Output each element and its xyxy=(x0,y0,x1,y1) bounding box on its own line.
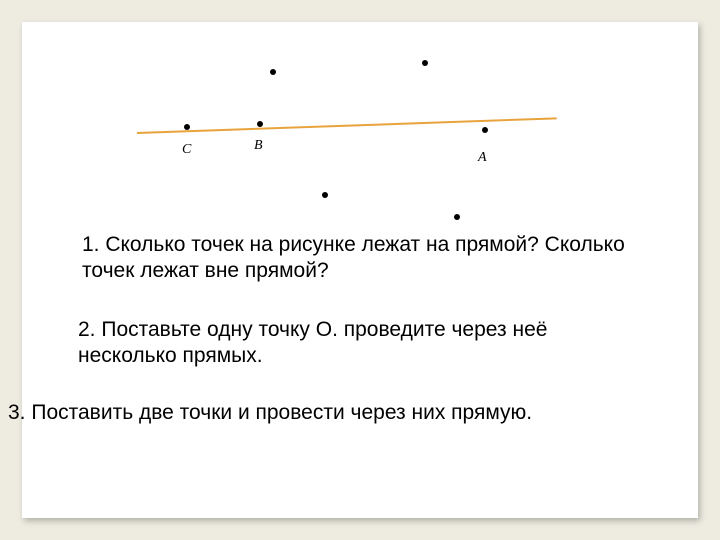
dot-c xyxy=(184,124,190,130)
line-segment xyxy=(137,117,557,133)
label-b: В xyxy=(254,138,263,154)
dot-1 xyxy=(270,69,276,75)
dot-7 xyxy=(454,214,460,220)
label-a: А xyxy=(478,150,487,166)
geometry-diagram: С В А xyxy=(22,22,698,222)
question-2: 2. Поставьте одну точку О. проведите чер… xyxy=(78,317,618,370)
dot-2 xyxy=(422,60,428,66)
label-c: С xyxy=(182,142,191,158)
content-card: С В А 1. Сколько точек на рисунке лежат … xyxy=(22,22,698,518)
dot-a xyxy=(482,127,488,133)
dot-b xyxy=(257,121,263,127)
question-3: 3. Поставить две точки и провести через … xyxy=(8,400,648,426)
dot-6 xyxy=(322,192,328,198)
question-1: 1. Сколько точек на рисунке лежат на пря… xyxy=(82,232,652,285)
